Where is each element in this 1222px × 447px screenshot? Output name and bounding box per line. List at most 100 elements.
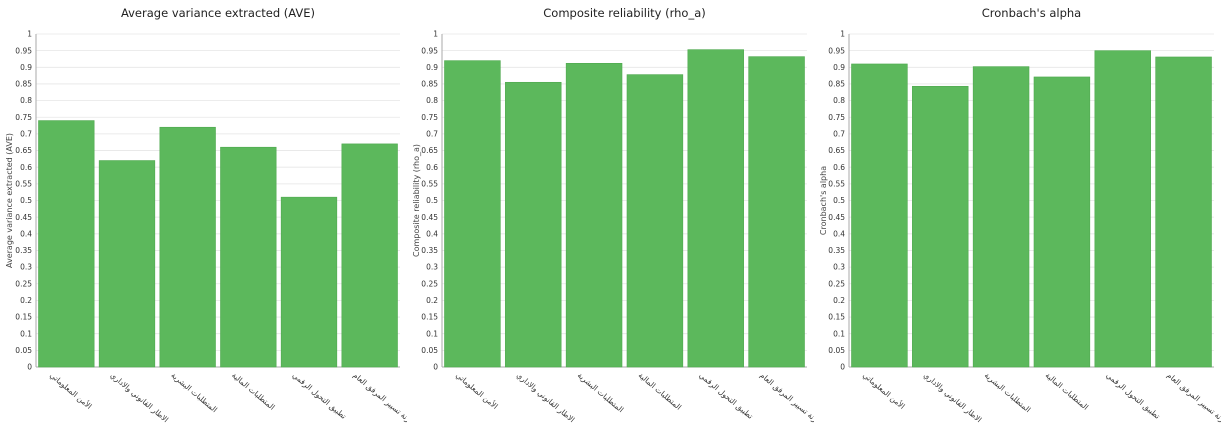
y-tick-label: 0.7 — [426, 130, 438, 139]
y-tick-label: 0.25 — [828, 279, 845, 288]
y-tick-label: 0.9 — [426, 63, 438, 72]
y-tick-label: 0.3 — [426, 263, 438, 272]
y-tick-label: 1 — [840, 30, 845, 39]
y-tick-label: 0.1 — [426, 329, 438, 338]
x-category-label: تطبيق التحول الرقمي — [697, 371, 754, 421]
bar[interactable] — [1155, 56, 1212, 368]
bar[interactable] — [565, 63, 623, 368]
bar[interactable] — [98, 160, 156, 368]
y-axis-label: Average variance extracted (AVE) — [5, 133, 14, 268]
bar[interactable] — [912, 85, 969, 368]
y-tick-label: 0.55 — [421, 179, 438, 188]
x-category-label: الاطار القانوني والاداري — [515, 371, 576, 425]
y-tick-label: 0.8 — [426, 96, 438, 105]
y-tick-label: 0.55 — [15, 179, 32, 188]
y-axis-label: Cronbach's alpha — [819, 166, 828, 235]
bar[interactable] — [626, 74, 684, 368]
y-tick-label: 0.7 — [20, 130, 32, 139]
y-tick-label: 0.6 — [833, 163, 845, 172]
bar[interactable] — [972, 66, 1030, 368]
composite-reliability-bar-chart: Composite reliability (rho_a) Composite r… — [412, 6, 814, 432]
y-tick-label: 0.9 — [833, 63, 845, 72]
y-tick-label: 0.15 — [421, 313, 438, 322]
y-tick-label: 0.4 — [833, 229, 845, 238]
cronbach-alpha-bar-chart: Cronbach's alpha Cronbach's alpha 0 0.05 0.1… — [819, 6, 1221, 432]
y-tick-label: 0.1 — [20, 329, 32, 338]
y-tick-label: 0.2 — [20, 296, 32, 305]
y-tick-label: 0.55 — [828, 179, 845, 188]
y-tick-label: 0.65 — [828, 146, 845, 155]
x-category-label: المتطلبات البشرية — [983, 371, 1033, 415]
y-tick-label: 0.45 — [421, 213, 438, 222]
bar[interactable] — [748, 56, 805, 368]
y-tick-label: 0.35 — [828, 246, 845, 255]
bar[interactable] — [851, 63, 908, 368]
y-tick-label: 0.5 — [20, 196, 32, 205]
cronbach-alpha-chart-panel: Cronbach's alpha Cronbach's alpha 0 0.05 0.1… — [814, 0, 1221, 447]
bar[interactable] — [280, 196, 338, 368]
y-tick-label: 0.9 — [20, 63, 32, 72]
bar[interactable] — [341, 143, 398, 368]
y-axis-label: Composite reliability (rho_a) — [412, 144, 421, 257]
x-category-label: المتطلبات المالية — [230, 371, 277, 412]
x-category-label: المتطلبات البشرية — [169, 371, 219, 415]
y-tick-label: 0.3 — [20, 263, 32, 272]
chart-title: Average variance extracted (AVE) — [121, 6, 315, 20]
y-tick-label: 0.6 — [20, 163, 32, 172]
y-tick-label: 0.85 — [15, 80, 32, 89]
y-tick-label: 0 — [27, 363, 32, 372]
y-tick-label: 0.7 — [833, 130, 845, 139]
y-tick-label: 0 — [840, 363, 845, 372]
bar[interactable] — [1033, 76, 1091, 368]
y-tick-label: 0.05 — [15, 346, 32, 355]
y-tick-label: 0.05 — [421, 346, 438, 355]
y-tick-label: 0.2 — [833, 296, 845, 305]
y-tick-label: 0.85 — [421, 80, 438, 89]
composite-reliability-chart-panel: Composite reliability (rho_a) Composite r… — [407, 0, 814, 447]
x-category-label: الاطار القانوني والاداري — [109, 371, 170, 425]
y-tick-label: 1 — [27, 30, 32, 39]
y-tick-label: 0.25 — [421, 279, 438, 288]
x-category-label: عصرنة تسيير المرفق العام — [1165, 371, 1221, 432]
bar[interactable] — [687, 49, 744, 368]
y-tick-label: 0.4 — [20, 229, 32, 238]
bar[interactable] — [444, 60, 501, 368]
y-tick-label: 0.5 — [426, 196, 438, 205]
bar[interactable] — [505, 81, 562, 368]
ave-bar-chart: Average variance extracted (AVE) Average … — [5, 6, 407, 432]
y-tick-label: 0.45 — [828, 213, 845, 222]
y-tick-label: 0.25 — [15, 279, 32, 288]
x-category-label: عصرنة تسيير المرفق العام — [351, 371, 407, 432]
ave-chart-panel: Average variance extracted (AVE) Average … — [0, 0, 407, 447]
bar[interactable] — [1094, 50, 1151, 368]
y-tick-label: 0.45 — [15, 213, 32, 222]
y-tick-label: 0.3 — [833, 263, 845, 272]
y-tick-label: 0.2 — [426, 296, 438, 305]
x-category-label: عصرنة تسيير المرفق العام — [758, 371, 814, 432]
x-category-label: الأمن المعلوماتي — [454, 370, 500, 411]
x-category-label: تطبيق التحول الرقمي — [291, 371, 348, 421]
y-tick-label: 0.75 — [421, 113, 438, 122]
y-tick-label: 0.35 — [15, 246, 32, 255]
y-tick-label: 0.95 — [15, 46, 32, 55]
y-tick-label: 0.85 — [828, 80, 845, 89]
y-tick-label: 1 — [433, 30, 438, 39]
x-category-label: المتطلبات المالية — [1044, 371, 1091, 412]
y-tick-label: 0.8 — [20, 96, 32, 105]
chart-title: Cronbach's alpha — [982, 6, 1081, 20]
y-tick-label: 0.4 — [426, 229, 438, 238]
y-tick-label: 0.75 — [828, 113, 845, 122]
bar[interactable] — [220, 146, 277, 368]
y-tick-label: 0.8 — [833, 96, 845, 105]
y-tick-label: 0.95 — [828, 46, 845, 55]
bar[interactable] — [38, 120, 95, 368]
bar[interactable] — [159, 126, 216, 368]
y-tick-label: 0.1 — [833, 329, 845, 338]
y-tick-label: 0.35 — [421, 246, 438, 255]
x-category-label: المتطلبات المالية — [637, 371, 684, 412]
y-tick-label: 0 — [433, 363, 438, 372]
y-tick-label: 0.75 — [15, 113, 32, 122]
x-category-label: تطبيق التحول الرقمي — [1104, 371, 1161, 421]
y-tick-label: 0.05 — [828, 346, 845, 355]
